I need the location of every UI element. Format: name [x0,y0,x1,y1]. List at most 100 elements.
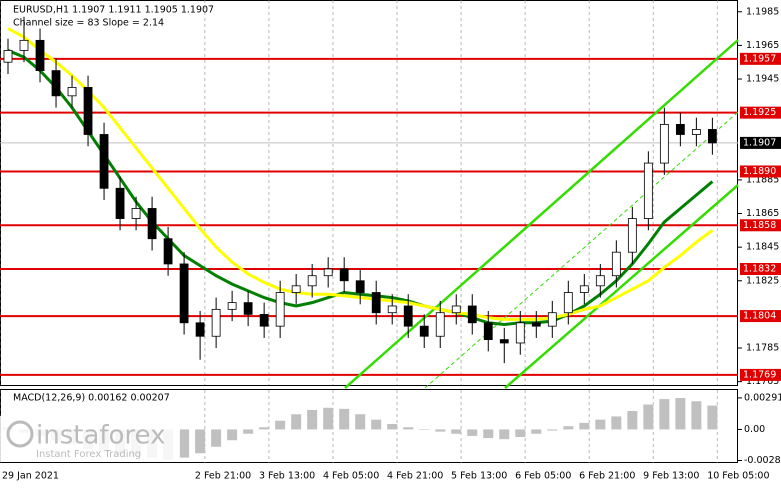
macd-bar [547,429,558,431]
chart-subtitle: Channel size = 83 Slope = 2.14 [13,18,164,29]
level-box [740,165,781,178]
price-panel [0,0,738,386]
candle-body [227,302,237,310]
candle-body [51,70,61,97]
macd-bar [371,419,382,430]
x-tick-label: 3 Feb 13:00 [259,471,315,482]
level-box [740,52,781,65]
x-tick-label: 6 Feb 05:00 [515,471,571,482]
x-tick-label: 10 Feb 05:00 [707,471,769,482]
current-price-box [740,136,781,149]
x-tick-label: 4 Feb 05:00 [323,471,379,482]
candle-body [243,302,253,315]
watermark-brand: instaforex [36,421,165,451]
macd-bar [451,429,462,434]
chart-title: EURUSD,H1 1.1907 1.1911 1.1905 1.1907 [13,5,214,16]
candle-body [67,87,77,97]
level-box [740,310,781,323]
level-box [740,368,781,381]
y-tick-label: 1.1845 [746,242,779,253]
candle-body [707,129,717,144]
candle-body [355,280,365,293]
macd-bar [435,429,446,432]
current-price-label: 1.1907 [743,137,776,148]
candle-body [147,208,157,240]
macd-bar [675,398,686,430]
macd-bar [291,414,302,430]
macd-bar [627,411,638,430]
candle-body [499,339,509,344]
macd-bar [387,424,398,430]
candle-body [515,322,525,344]
candle-body [19,39,29,51]
regression-channel [344,39,739,389]
macd-bar [403,427,414,430]
candle-body [691,129,701,135]
candle-body [675,124,685,135]
macd-bar [579,422,590,430]
candle-body [307,275,317,287]
y-tick-label: -0.00287 [744,455,781,466]
candle-body [611,251,621,277]
macd-bar [611,416,622,430]
y-tick-label: 1.1945 [746,74,779,85]
candle-body [451,305,461,314]
y-tick-label: 1.1865 [746,208,779,219]
macd-bar [515,429,526,438]
macd-bar [595,419,606,430]
candle-body [419,325,429,337]
x-tick-label: 5 Feb 13:00 [451,471,507,482]
level-box [740,219,781,232]
macd-bar [467,429,478,436]
level-label: 1.1858 [743,220,776,231]
candle-body [339,268,349,282]
candle-body [83,87,93,135]
macd-bar [659,399,670,430]
candle-body [115,187,125,219]
candle-body [179,263,189,324]
candle-body [291,285,301,293]
candle-body [483,322,493,341]
candle-body [579,285,589,293]
y-tick-label: 1.1825 [746,275,779,286]
candle-body [531,322,541,327]
candle-body [387,305,397,314]
x-tick-label: 2 Feb 21:00 [195,471,251,482]
level-label: 1.1804 [743,311,776,322]
macd-bar [691,401,702,430]
x-tick-label: 6 Feb 21:00 [579,471,635,482]
channel-upper [344,39,739,389]
macd-bar [275,420,286,430]
candle-body [3,50,13,63]
candle-body [211,308,221,337]
macd-bar [211,429,222,447]
watermark-tagline: Instant Forex Trading [36,449,141,460]
macd-bar [563,426,574,430]
macd-bar [483,429,494,439]
y-tick-label: 1.1785 [746,343,779,354]
level-label: 1.1925 [743,107,776,118]
level-box [740,106,781,119]
macd-bar [355,414,366,430]
candle-body [323,268,333,277]
candle-body [467,305,477,324]
macd-bar [531,429,542,434]
macd-bar [227,429,238,441]
candle-body [371,292,381,314]
macd-bar [307,409,318,430]
level-label: 1.1957 [743,53,776,64]
level-label: 1.1890 [743,166,776,177]
watermark-logo [6,420,34,448]
watermark: instaforex Instant Forex Trading [0,416,180,462]
candle-body [643,162,653,219]
candle-body [595,275,605,287]
level-label: 1.1769 [743,369,776,380]
x-tick-label: 9 Feb 13:00 [643,471,699,482]
y-tick-label: 1.1765 [746,376,779,387]
candle-body [275,292,285,327]
macd-title: MACD(12,26,9) 0.00162 0.00207 [13,393,170,404]
macd-bar [707,405,718,430]
macd-bar [643,404,654,430]
y-tick-label: 0.00291 [744,392,781,403]
